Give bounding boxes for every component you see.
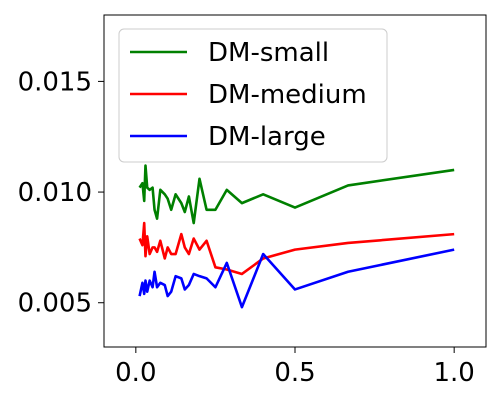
- series-line-dm-large: [138, 248, 455, 309]
- y-tick-label: 0.015: [18, 67, 92, 97]
- x-tick-label: 0.5: [274, 358, 315, 388]
- legend: DM-small DM-medium DM-large: [118, 28, 388, 163]
- legend-label-dm-large: DM-large: [208, 122, 326, 152]
- legend-label-dm-medium: DM-medium: [208, 80, 367, 110]
- y-tick-label: 0.005: [18, 289, 92, 319]
- legend-label-dm-small: DM-small: [208, 38, 329, 68]
- legend-box: [118, 28, 388, 163]
- y-axis: 0.005 0.010 0.015: [18, 67, 104, 319]
- y-tick-label: 0.010: [18, 178, 92, 208]
- series-layer: [138, 164, 455, 309]
- series-line-dm-small: [138, 164, 455, 225]
- series-line-dm-medium: [138, 221, 455, 276]
- x-axis: 0.0 0.5 1.0: [115, 347, 475, 388]
- x-tick-label: 1.0: [433, 358, 474, 388]
- x-tick-label: 0.0: [115, 358, 156, 388]
